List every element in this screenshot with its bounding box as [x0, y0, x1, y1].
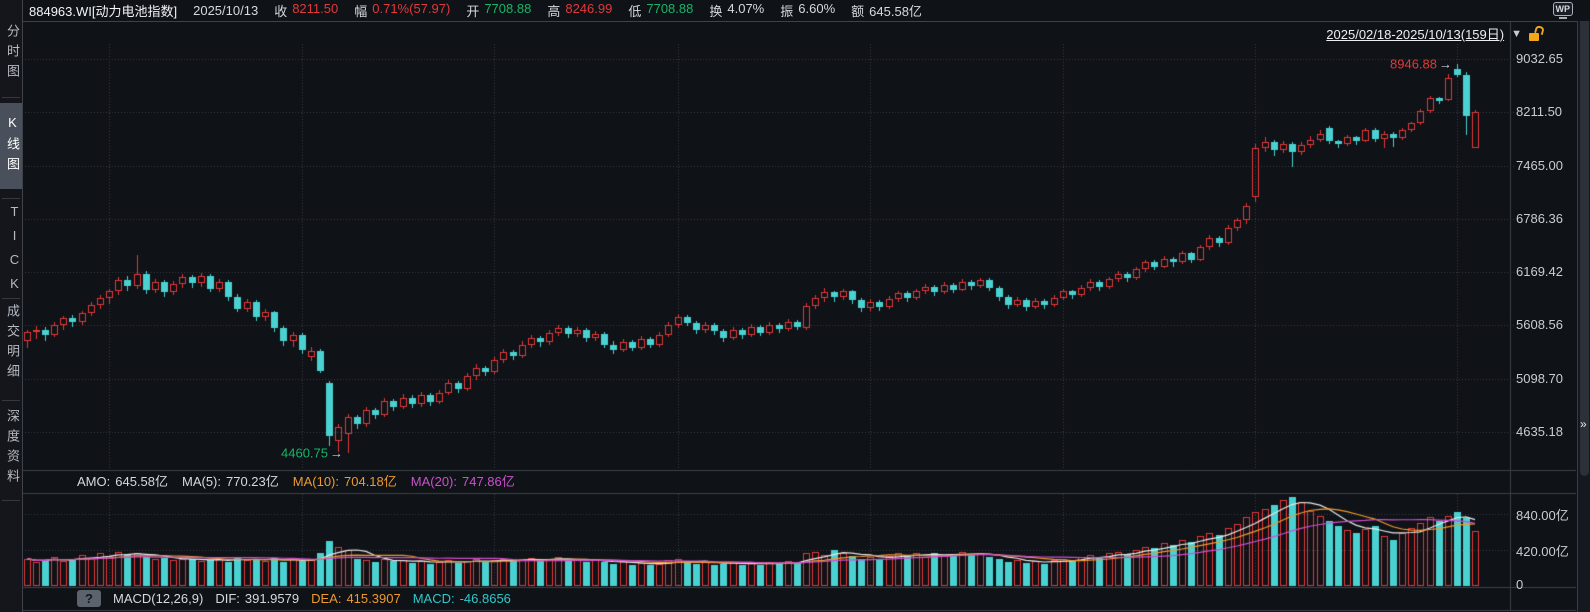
- arrow-right-icon: →: [1439, 56, 1452, 72]
- expand-panel-icon[interactable]: »: [1580, 417, 1587, 431]
- sidebar-item-kline[interactable]: K线图: [0, 103, 22, 189]
- price-axis-label: 7465.00: [1516, 157, 1563, 173]
- volume-axis-label: 0: [1516, 577, 1524, 592]
- volume-axis-label: 420.00亿: [1516, 544, 1569, 559]
- field-turnover: 换 4.07%: [709, 1, 765, 19]
- sidebar-divider: [2, 198, 20, 199]
- price-axis-label: 8211.50: [1516, 104, 1563, 120]
- volume-ma20: MA(20): 747.86亿: [410, 474, 515, 489]
- volume-legend-row: AMO: 645.58亿 MA(5): 770.23亿 MA(10): 704.18亿…: [22, 471, 1510, 493]
- price-axis-label: 5608.56: [1516, 317, 1563, 333]
- field-low: 低 7708.88: [628, 1, 694, 19]
- macd-dea: DEA: 415.3907: [311, 591, 401, 606]
- unlock-icon[interactable]: [1529, 24, 1545, 41]
- macd-legend-row: ? MACD(12,26,9) DIF: 391.9579 DEA: 415.390…: [22, 588, 1510, 609]
- macd-dif: DIF: 391.9579: [215, 591, 300, 606]
- volume-ma10: MA(10): 704.18亿: [292, 474, 397, 489]
- date-range-row: 2025/02/18-2025/10/13(159日) ▼: [1326, 24, 1545, 43]
- sidebar-divider: [2, 400, 20, 401]
- volume-axis-label: 840.00亿: [1516, 508, 1569, 523]
- field-change: 幅 0.71%(57.97): [354, 1, 451, 19]
- sidebar-divider: [2, 97, 20, 98]
- field-close: 收 8211.50: [274, 1, 339, 19]
- sidebar-item-tick[interactable]: TICK: [7, 204, 22, 300]
- sidebar-item-intraday[interactable]: 分时图: [5, 24, 20, 84]
- help-icon[interactable]: ?: [77, 590, 101, 607]
- field-high: 高 8246.99: [547, 1, 613, 19]
- field-amount: 额 645.58亿: [851, 4, 922, 19]
- sidebar-divider: [2, 500, 20, 501]
- wp-widget-icon[interactable]: WP: [1552, 2, 1573, 16]
- amo-value: AMO: 645.58亿: [77, 474, 168, 489]
- chart-mode-sidebar: 分时图 K线图 TICK 成交明细 深度资料: [0, 0, 23, 612]
- date-range-selector[interactable]: 2025/02/18-2025/10/13(159日): [1326, 27, 1505, 42]
- price-axis-label: 6786.36: [1516, 210, 1563, 226]
- macd-name: MACD(12,26,9): [113, 591, 204, 606]
- sidebar-item-depth-data[interactable]: 深度资料: [5, 409, 20, 489]
- instrument-title: 884963.WI[动力电池指数]: [29, 4, 178, 19]
- volume-ma5: MA(5): 770.23亿: [182, 474, 279, 489]
- price-axis-label: 9032.65: [1516, 51, 1563, 66]
- price-annotation: 8946.88 →: [1390, 56, 1452, 72]
- price-axis-label: 4635.18: [1516, 424, 1563, 439]
- macd-value: MACD: -46.8656: [412, 591, 511, 606]
- sidebar-item-trade-detail[interactable]: 成交明细: [5, 304, 20, 384]
- arrow-right-icon: →: [330, 445, 343, 461]
- price-axis-label: 6169.42: [1516, 264, 1563, 280]
- quote-date: 2025/10/13: [193, 3, 259, 18]
- chevron-down-icon[interactable]: ▼: [1511, 27, 1522, 40]
- price-annotation: 4460.75 →: [281, 445, 343, 461]
- sidebar-divider: [2, 298, 20, 299]
- price-axis-label: 5098.70: [1516, 370, 1563, 386]
- field-amplitude: 振 6.60%: [780, 1, 836, 19]
- right-panel-strip: »: [1577, 21, 1590, 612]
- scrollbar-thumb[interactable]: [1580, 21, 1589, 476]
- field-open: 开 7708.88: [466, 1, 532, 19]
